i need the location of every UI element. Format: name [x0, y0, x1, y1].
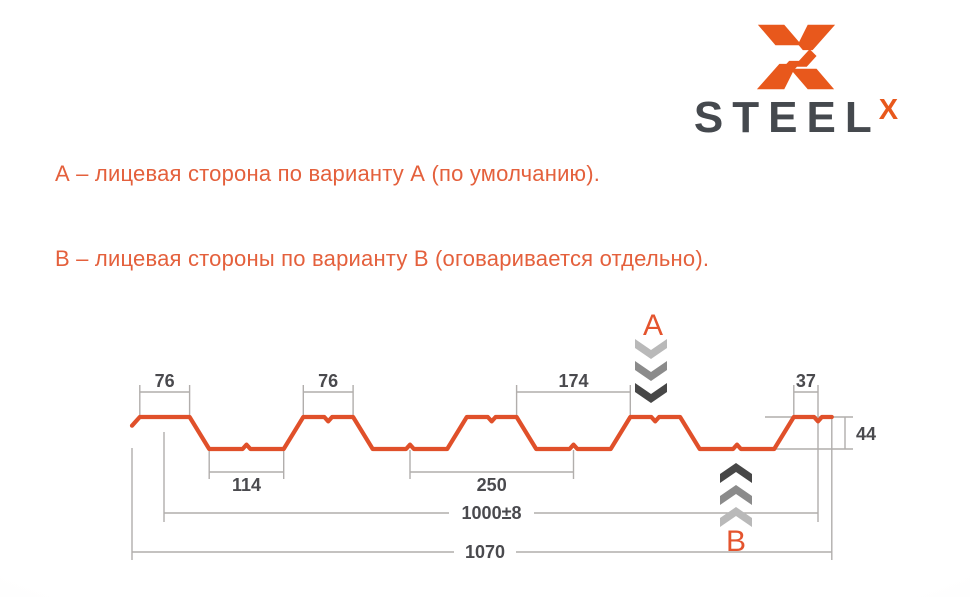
sheet-profile-outline — [129, 414, 834, 452]
logo-wordmark-steel: STEEL — [693, 93, 881, 142]
x-mark-bottom-left-arm — [756, 63, 795, 90]
side-b-label: B — [726, 525, 746, 558]
top-gap-dimension: 174 — [515, 371, 631, 416]
x-mark-top-right-arm — [797, 24, 836, 51]
profile-cross-section-drawing: 44 76 76 174 37 — [129, 309, 876, 562]
logo-wordmark: STEELX — [640, 96, 952, 140]
top-gap-dim-value: 174 — [558, 371, 588, 391]
crest1-dim-value: 76 — [155, 371, 175, 391]
variant-a-note: А – лицевая сторона по варианту А (по ум… — [55, 161, 601, 186]
overall-width-dim-value: 1070 — [465, 542, 505, 562]
x-mark-top-left-arm — [757, 24, 802, 46]
side-b-marker: B — [720, 463, 752, 558]
crest2-dim-value: 76 — [318, 371, 338, 391]
crest2-dimension: 76 — [302, 371, 354, 416]
rib-pitch-dim-value: 250 — [477, 475, 507, 495]
side-b-chevron-up-icon — [720, 485, 752, 505]
side-a-marker: A — [635, 309, 667, 403]
edge-crest-dim-value: 37 — [796, 371, 816, 391]
steelx-x-mark-icon — [756, 24, 836, 90]
edge-crest-dimension: 37 — [793, 371, 819, 416]
variant-b-note: В – лицевая стороны по варианту В (огова… — [55, 246, 710, 271]
overall-width-dimension: 1070 — [131, 417, 833, 562]
crest1-dimension: 76 — [139, 371, 191, 416]
side-a-chevron-down-icon — [635, 383, 667, 403]
side-a-chevron-down-icon — [635, 361, 667, 381]
x-mark-bottom-right-arm — [790, 68, 835, 90]
side-b-chevron-up-icon — [720, 507, 752, 527]
working-width-dim-value: 1000±8 — [462, 503, 522, 523]
height-dim-value: 44 — [856, 424, 876, 444]
logo-wordmark-x-superscript: X — [878, 94, 899, 126]
rib-pitch-dimension: 250 — [409, 450, 575, 495]
side-b-chevron-up-icon — [720, 463, 752, 483]
side-a-label: A — [643, 309, 663, 342]
height-dimension: 44 — [745, 416, 876, 450]
valley-dim-value: 114 — [232, 475, 261, 495]
working-width-dimension: 1000±8 — [163, 422, 819, 523]
valley-width-dimension: 114 — [208, 450, 285, 495]
side-a-chevron-down-icon — [635, 339, 667, 359]
steelx-logo: STEELX — [640, 24, 952, 140]
